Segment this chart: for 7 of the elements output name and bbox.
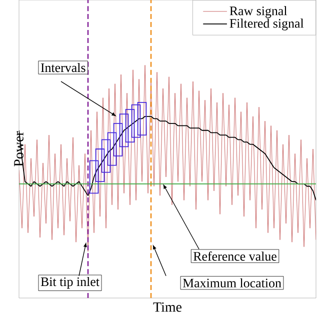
annotation: Reference value (193, 251, 276, 261)
legend-label: Raw signal (230, 6, 288, 18)
annotation: Maximum location (182, 278, 282, 288)
annotation: Intervals (40, 62, 86, 72)
annotation: Bit tip inlet (40, 277, 100, 289)
legend-label: Filtered signal (230, 18, 304, 30)
x-axis-title: Time (153, 302, 182, 312)
